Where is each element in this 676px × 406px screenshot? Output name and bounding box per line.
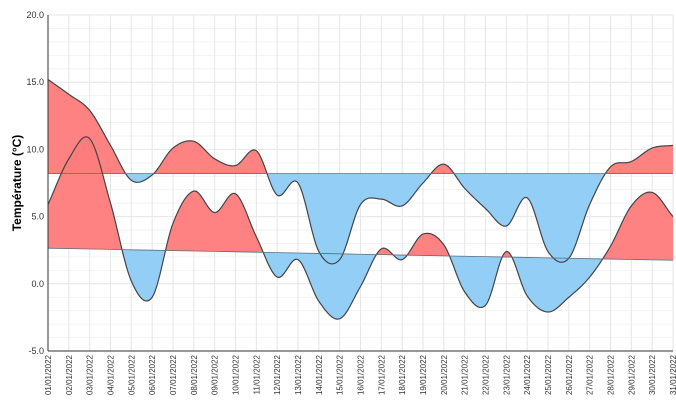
x-tick-label: 03/01/2022 [86,354,95,395]
area-above-baseline [48,79,126,174]
x-tick-label: 17/01/2022 [377,354,386,395]
x-tick-label: 07/01/2022 [169,354,178,395]
x-tick-label: 21/01/2022 [461,354,470,395]
area-below-baseline [511,257,603,313]
axes [47,15,673,352]
area-below-baseline [449,255,503,308]
x-tick-label: 27/01/2022 [586,354,595,395]
y-tick-label: 5.0 [31,212,44,222]
x-tick-label: 02/01/2022 [65,354,74,395]
x-tick-label: 06/01/2022 [148,354,157,395]
y-axis-title: Température (°C) [10,135,24,232]
series-line [47,136,674,320]
x-tick-label: 31/01/2022 [669,354,676,395]
plot-areas [48,79,673,320]
series-lines [47,79,674,320]
y-tick-label: 0.0 [31,279,44,289]
y-tick-label: 20.0 [26,10,44,20]
x-tick-labels: 01/01/2022 02/01/2022 03/01/2022 04/01/2022… [44,354,676,395]
area-below-baseline [125,173,154,183]
x-tick-label: 15/01/2022 [336,354,345,395]
x-tick-label: 10/01/2022 [232,354,241,395]
y-tick-label: -5.0 [28,346,44,356]
x-tick-label: 29/01/2022 [627,354,636,395]
x-tick-label: 14/01/2022 [315,354,324,395]
x-tick-label: 16/01/2022 [357,354,366,395]
x-tick-label: 30/01/2022 [648,354,657,395]
x-tick-label: 05/01/2022 [127,354,136,395]
x-tick-label: 12/01/2022 [273,354,282,395]
x-tick-label: 20/01/2022 [440,354,449,395]
area-above-baseline [48,136,122,250]
x-tick-label: 19/01/2022 [419,354,428,395]
area-above-baseline [605,145,673,174]
x-tick-label: 28/01/2022 [607,354,616,395]
y-tick-label: 10.0 [26,144,44,154]
x-tick-label: 22/01/2022 [482,354,491,395]
area-above-baseline [165,191,264,253]
area-below-baseline [267,173,431,264]
x-tick-label: 08/01/2022 [190,354,199,395]
x-tick-label: 24/01/2022 [523,354,532,395]
x-tick-label: 18/01/2022 [398,354,407,395]
area-above-baseline [430,164,455,174]
area-above-baseline [602,192,673,261]
area-below-baseline [454,173,606,263]
y-tick-labels: -5.0 0.0 5.0 10.0 15.0 20.0 [26,10,44,356]
area-below-baseline [121,249,166,301]
baseline-line [47,247,674,261]
x-tick-label: 04/01/2022 [107,354,116,395]
area-above-baseline [153,140,268,174]
x-tick-label: 23/01/2022 [502,354,511,395]
area-below-baseline [263,252,377,320]
y-tick-label: 15.0 [26,77,44,87]
x-tick-label: 11/01/2022 [252,354,261,394]
x-tick-label: 09/01/2022 [211,354,220,395]
x-tick-label: 25/01/2022 [544,354,553,395]
x-tick-label: 26/01/2022 [565,354,574,395]
x-tick-label: 13/01/2022 [294,354,303,395]
x-tick-label: 01/01/2022 [44,354,53,395]
